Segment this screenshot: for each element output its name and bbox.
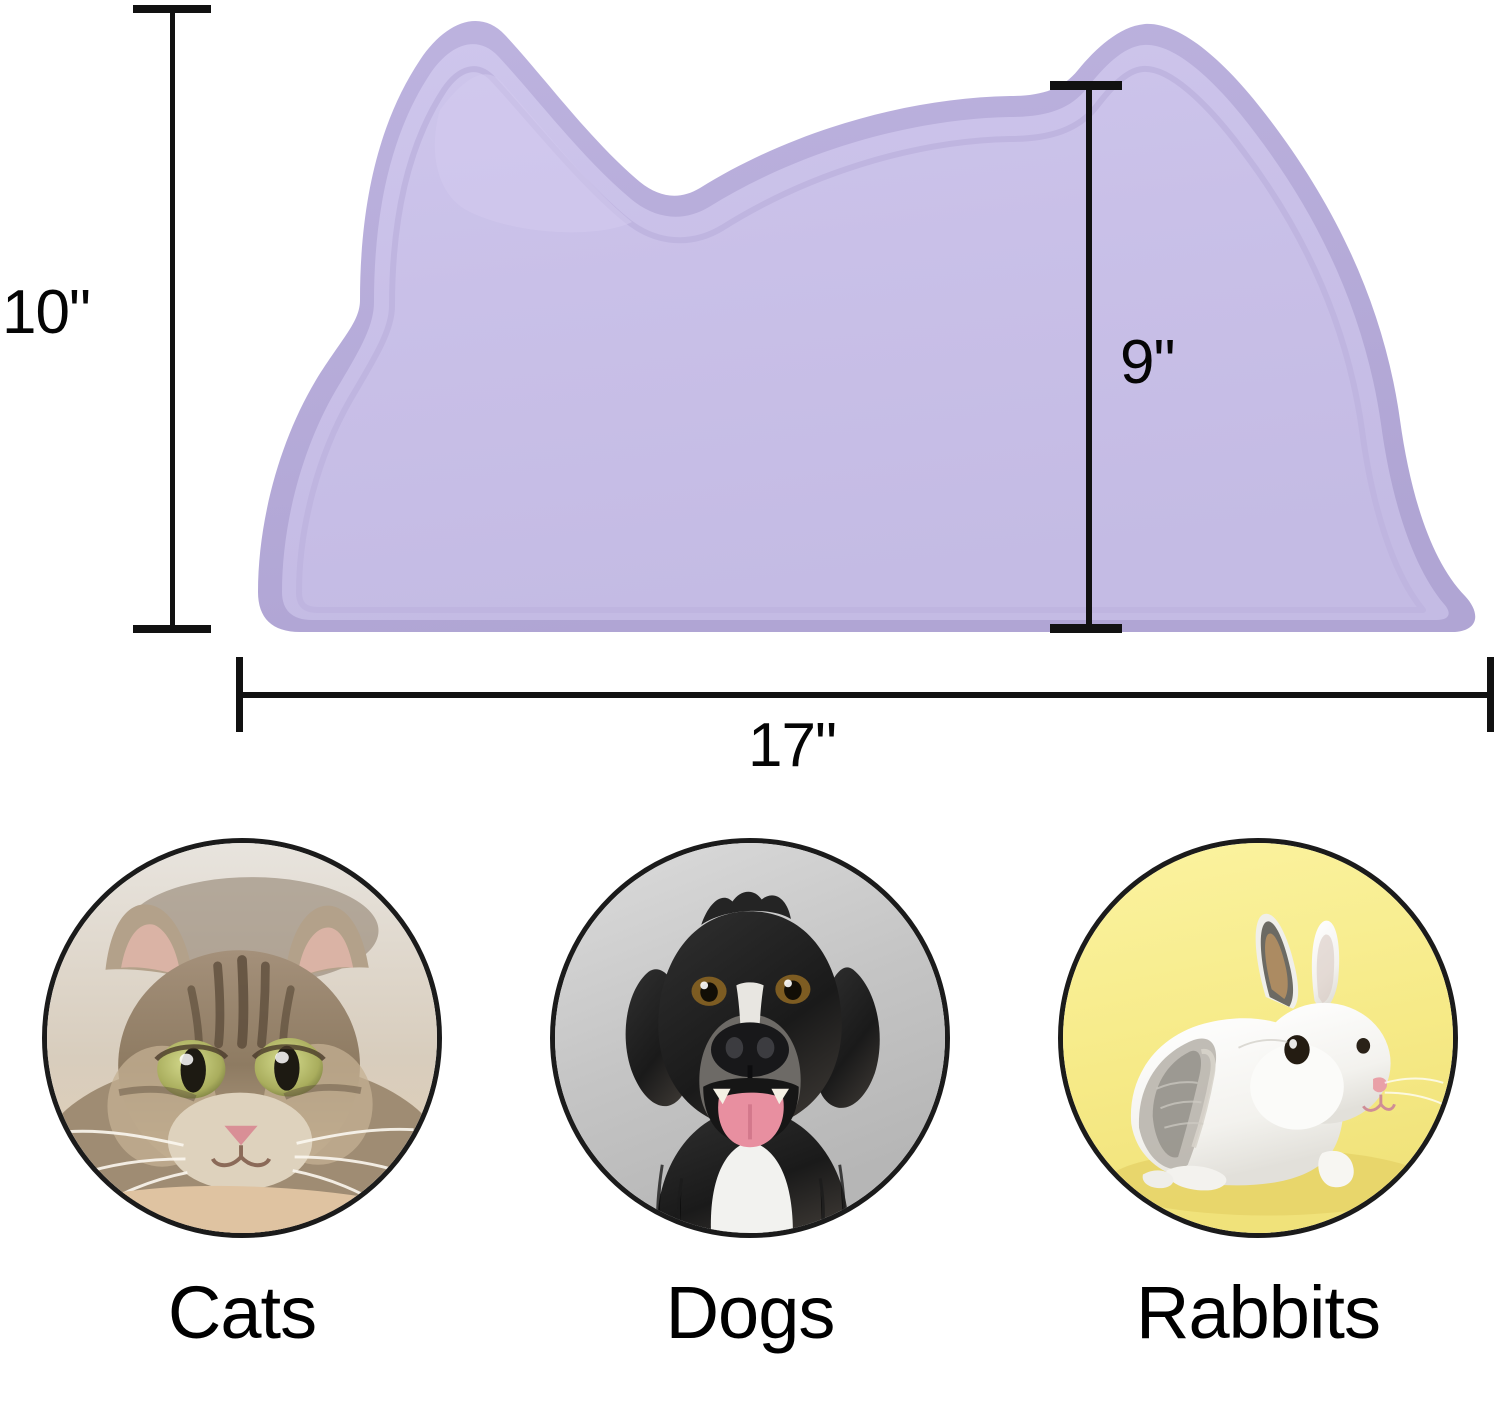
inner-height-label: 9" [1120,328,1175,397]
pet-label-cats: Cats [167,1271,317,1354]
mat-highlight [434,74,632,233]
width-line [238,692,1492,698]
inner-height-cap-bottom [1050,624,1122,633]
cat-photo-icon [47,843,437,1233]
total-height-line [170,8,175,630]
pet-label-rabbits: Rabbits [1136,1271,1381,1354]
inner-height-line [1086,84,1092,632]
cat-photo-circle [42,838,442,1238]
width-cap-right [1487,657,1494,732]
dog-photo-icon [555,843,945,1233]
pet-card-cats: Cats [8,838,476,1414]
pet-card-dogs: Dogs [516,838,984,1414]
total-height-cap-bottom [133,625,211,633]
pet-mat-svg [258,20,1476,633]
rabbit-photo-circle [1058,838,1458,1238]
rabbit-photo-icon [1063,843,1453,1233]
pet-mat-illustration [0,0,1500,700]
pet-type-list: Cats [0,838,1500,1414]
dog-photo-circle [550,838,950,1238]
width-label: 17" [748,711,837,780]
pet-label-dogs: Dogs [665,1271,836,1354]
total-height-label: 10" [2,278,91,347]
dimension-diagram: 10" 9" 17" [0,0,1500,780]
pet-card-rabbits: Rabbits [1024,838,1492,1414]
